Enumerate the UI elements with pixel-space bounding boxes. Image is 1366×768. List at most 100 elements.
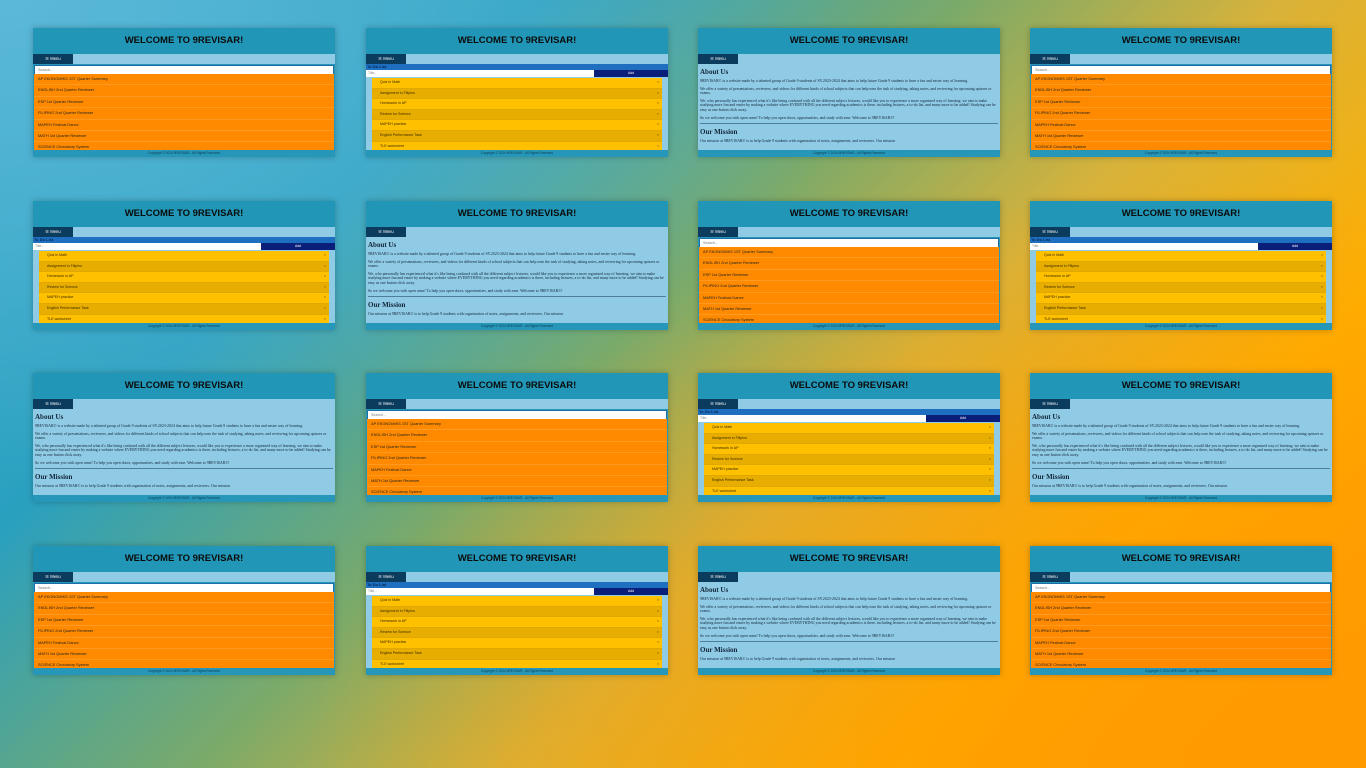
todo-item[interactable]: Quiz in Math × — [704, 423, 994, 434]
subject-item[interactable]: MAPEH Festival Dance — [367, 465, 667, 476]
todo-title-input[interactable]: Title... — [366, 588, 594, 595]
todo-item[interactable]: Homework in AP × — [39, 272, 329, 283]
subject-item[interactable]: FILIPINO 2nd Quarter Reviewer — [1031, 626, 1331, 638]
add-button[interactable]: Add — [594, 588, 668, 595]
menu-button[interactable]: ☰ Menu — [33, 227, 73, 237]
close-icon[interactable]: × — [1320, 284, 1323, 289]
subject-item[interactable]: MAPEH Festival Dance — [34, 120, 334, 131]
subject-item[interactable]: AP EKONOMIKS 1ST Quarter Summary — [1031, 592, 1331, 604]
close-icon[interactable]: × — [323, 263, 326, 268]
todo-item[interactable]: TLE worksheet × — [39, 314, 329, 323]
todo-item[interactable]: Homework in AP × — [704, 444, 994, 455]
todo-item[interactable]: English Performance Task × — [704, 475, 994, 487]
subject-item[interactable]: ENGLISH 2nd Quarter Reviewer — [34, 85, 334, 97]
subject-item[interactable]: SCIENCE Circulatory System — [1031, 660, 1331, 668]
todo-title-input[interactable]: Title... — [698, 415, 926, 422]
menu-button[interactable]: ☰ Menu — [698, 572, 738, 582]
close-icon[interactable]: × — [656, 629, 659, 634]
todo-item[interactable]: Homework in AP × — [372, 99, 662, 110]
close-icon[interactable]: × — [988, 446, 991, 451]
subject-item[interactable]: MAPEH Festival Dance — [34, 638, 334, 649]
subject-item[interactable]: MATH 1st Quarter Reviewer — [34, 131, 334, 143]
subject-item[interactable]: SCIENCE Circulatory System — [34, 660, 334, 668]
close-icon[interactable]: × — [656, 608, 659, 613]
todo-item[interactable]: MAPEH practice × — [704, 465, 994, 476]
todo-item[interactable]: Assignment in Filipino × — [1036, 261, 1326, 273]
todo-item[interactable]: Review for Science × — [372, 627, 662, 639]
close-icon[interactable]: × — [656, 143, 659, 148]
subject-item[interactable]: ESP 1st Quarter Reviewer — [34, 97, 334, 109]
subject-item[interactable]: ESP 1st Quarter Reviewer — [1031, 615, 1331, 627]
todo-item[interactable]: Quiz in Math × — [372, 596, 662, 607]
close-icon[interactable]: × — [988, 425, 991, 429]
todo-item[interactable]: English Performance Task × — [1036, 303, 1326, 315]
close-icon[interactable]: × — [988, 456, 991, 461]
close-icon[interactable]: × — [323, 316, 326, 321]
subject-item[interactable]: SCIENCE Circulatory System — [699, 315, 999, 323]
menu-button[interactable]: ☰ Menu — [33, 399, 73, 409]
subject-item[interactable]: MATH 1st Quarter Reviewer — [34, 649, 334, 661]
add-button[interactable]: Add — [926, 415, 1000, 422]
add-button[interactable]: Add — [1258, 243, 1332, 250]
todo-title-input[interactable]: Title... — [366, 70, 594, 77]
menu-button[interactable]: ☰ Menu — [1030, 227, 1070, 237]
subject-item[interactable]: ENGLISH 2nd Quarter Reviewer — [699, 258, 999, 270]
close-icon[interactable]: × — [656, 598, 659, 602]
todo-title-input[interactable]: Title... — [1030, 243, 1258, 250]
close-icon[interactable]: × — [988, 467, 991, 472]
todo-item[interactable]: MAPEH practice × — [372, 120, 662, 131]
close-icon[interactable]: × — [656, 640, 659, 645]
subject-item[interactable]: MATH 1st Quarter Reviewer — [367, 476, 667, 488]
subject-item[interactable]: FILIPINO 2nd Quarter Reviewer — [34, 108, 334, 120]
menu-button[interactable]: ☰ Menu — [698, 54, 738, 64]
menu-button[interactable]: ☰ Menu — [698, 399, 738, 409]
subject-item[interactable]: AP EKONOMIKS 1ST Quarter Summary — [34, 74, 334, 86]
todo-item[interactable]: MAPEH practice × — [372, 638, 662, 649]
close-icon[interactable]: × — [656, 101, 659, 106]
todo-item[interactable]: TLE worksheet × — [372, 141, 662, 150]
subject-item[interactable]: AP EKONOMIKS 1ST Quarter Summary — [34, 592, 334, 604]
subject-item[interactable]: MATH 1st Quarter Reviewer — [1031, 131, 1331, 143]
subject-item[interactable]: ESP 1st Quarter Reviewer — [1031, 97, 1331, 109]
todo-item[interactable]: Assignment in Filipino × — [39, 261, 329, 273]
close-icon[interactable]: × — [656, 132, 659, 137]
todo-item[interactable]: Quiz in Math × — [39, 251, 329, 262]
close-icon[interactable]: × — [323, 274, 326, 279]
close-icon[interactable]: × — [988, 488, 991, 493]
subject-item[interactable]: FILIPINO 2nd Quarter Reviewer — [699, 281, 999, 293]
close-icon[interactable]: × — [656, 122, 659, 127]
menu-button[interactable]: ☰ Menu — [1030, 399, 1070, 409]
add-button[interactable]: Add — [261, 243, 335, 250]
todo-item[interactable]: Review for Science × — [372, 109, 662, 121]
subject-item[interactable]: MATH 1st Quarter Reviewer — [1031, 649, 1331, 661]
subject-item[interactable]: MATH 1st Quarter Reviewer — [699, 304, 999, 316]
close-icon[interactable]: × — [656, 80, 659, 84]
menu-button[interactable]: ☰ Menu — [33, 572, 73, 582]
close-icon[interactable]: × — [323, 253, 326, 257]
subject-item[interactable]: ENGLISH 2nd Quarter Reviewer — [34, 603, 334, 615]
close-icon[interactable]: × — [1320, 263, 1323, 268]
menu-button[interactable]: ☰ Menu — [1030, 572, 1070, 582]
menu-button[interactable]: ☰ Menu — [33, 54, 73, 64]
subject-item[interactable]: FILIPINO 2nd Quarter Reviewer — [1031, 108, 1331, 120]
todo-item[interactable]: English Performance Task × — [372, 130, 662, 142]
todo-item[interactable]: Assignment in Filipino × — [704, 433, 994, 445]
subject-item[interactable]: SCIENCE Circulatory System — [367, 487, 667, 495]
todo-item[interactable]: Quiz in Math × — [1036, 251, 1326, 262]
todo-item[interactable]: Assignment in Filipino × — [372, 606, 662, 618]
close-icon[interactable]: × — [988, 435, 991, 440]
todo-item[interactable]: TLE worksheet × — [372, 659, 662, 668]
subject-item[interactable]: SCIENCE Circulatory System — [34, 142, 334, 150]
add-button[interactable]: Add — [594, 70, 668, 77]
subject-item[interactable]: ESP 1st Quarter Reviewer — [367, 442, 667, 454]
close-icon[interactable]: × — [1320, 253, 1323, 257]
menu-button[interactable]: ☰ Menu — [366, 399, 406, 409]
close-icon[interactable]: × — [656, 661, 659, 666]
subject-item[interactable]: ESP 1st Quarter Reviewer — [699, 270, 999, 282]
todo-item[interactable]: Homework in AP × — [1036, 272, 1326, 283]
subject-item[interactable]: MAPEH Festival Dance — [699, 293, 999, 304]
subject-item[interactable]: AP EKONOMIKS 1ST Quarter Summary — [367, 419, 667, 431]
subject-item[interactable]: ENGLISH 2nd Quarter Reviewer — [1031, 85, 1331, 97]
menu-button[interactable]: ☰ Menu — [698, 227, 738, 237]
todo-item[interactable]: TLE worksheet × — [704, 486, 994, 495]
